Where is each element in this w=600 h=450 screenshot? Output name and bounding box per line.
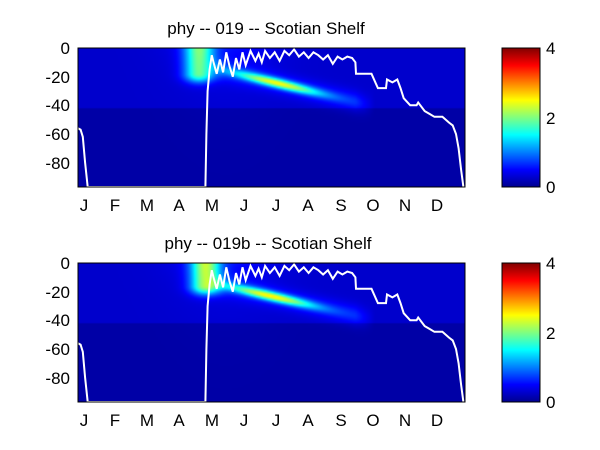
panel-2-x-ticks: J F M A M J J A S O N D — [80, 411, 443, 430]
y-tick-label: 0 — [61, 39, 70, 58]
x-tick-label: J — [80, 196, 89, 215]
x-tick-label: O — [366, 411, 379, 430]
x-tick-label: J — [272, 411, 281, 430]
panel-2-mixed-layer-line — [78, 263, 465, 402]
x-tick-label: J — [240, 196, 249, 215]
x-tick-label: A — [302, 411, 314, 430]
panel-2-heatmap — [78, 263, 465, 402]
x-tick-label: N — [399, 411, 411, 430]
colorbar-tick-label: 2 — [546, 324, 555, 343]
x-tick-label: D — [431, 196, 443, 215]
x-tick-label: F — [110, 196, 120, 215]
y-tick-label: -60 — [45, 340, 70, 359]
x-tick-label: A — [173, 196, 185, 215]
panel-1-title: phy -- 019 -- Scotian Shelf — [167, 19, 365, 38]
x-tick-label: M — [140, 411, 154, 430]
x-tick-label: S — [335, 196, 346, 215]
x-tick-label: O — [366, 196, 379, 215]
x-tick-label: S — [335, 411, 346, 430]
panel-1-colorbar-gradient — [501, 47, 541, 188]
panel-1-heatmap-image — [78, 48, 465, 187]
panel-2-title: phy -- 019b -- Scotian Shelf — [165, 234, 372, 253]
colorbar-tick-label: 4 — [546, 254, 555, 273]
panel-1-heatmap — [78, 48, 465, 187]
panel-1-x-ticks: J F M A M J J A S O N D — [80, 196, 443, 215]
y-tick-label: -40 — [45, 311, 70, 330]
x-tick-label: J — [240, 411, 249, 430]
y-tick-label: -20 — [45, 283, 70, 302]
panel-1-mixed-layer-line — [78, 48, 465, 187]
x-tick-label: M — [205, 411, 219, 430]
y-tick-label: -60 — [45, 125, 70, 144]
colorbar-tick-label: 2 — [546, 109, 555, 128]
panel-2-colorbar-gradient — [501, 262, 541, 403]
y-tick-label: -20 — [45, 68, 70, 87]
panel-1: phy -- 019 -- Scotian Shelf 0 -20 -40 -6… — [45, 19, 555, 215]
panel-2: phy -- 019b -- Scotian Shelf 0 -20 -40 -… — [45, 234, 555, 430]
panel-2-colorbar: 4 2 0 — [501, 254, 555, 412]
panel-2-heatmap-image — [78, 263, 465, 402]
panel-2-axes-frame — [77, 262, 466, 403]
x-tick-label: N — [399, 196, 411, 215]
colorbar-tick-label: 0 — [546, 393, 555, 412]
colorbar-tick-label: 4 — [546, 39, 555, 58]
x-tick-label: F — [110, 411, 120, 430]
y-tick-label: -80 — [45, 369, 70, 388]
x-tick-label: A — [173, 411, 185, 430]
y-tick-label: -40 — [45, 96, 70, 115]
panel-2-y-ticks: 0 -20 -40 -60 -80 — [45, 254, 70, 388]
x-tick-label: M — [140, 196, 154, 215]
panel-1-y-ticks: 0 -20 -40 -60 -80 — [45, 39, 70, 173]
x-tick-label: J — [80, 411, 89, 430]
panel-1-colorbar: 4 2 0 — [501, 39, 555, 197]
x-tick-label: A — [302, 196, 314, 215]
y-tick-label: 0 — [61, 254, 70, 273]
x-tick-label: D — [431, 411, 443, 430]
panel-1-axes-frame — [77, 47, 466, 188]
colorbar-tick-label: 0 — [546, 178, 555, 197]
y-tick-label: -80 — [45, 154, 70, 173]
x-tick-label: J — [272, 196, 281, 215]
x-tick-label: M — [205, 196, 219, 215]
